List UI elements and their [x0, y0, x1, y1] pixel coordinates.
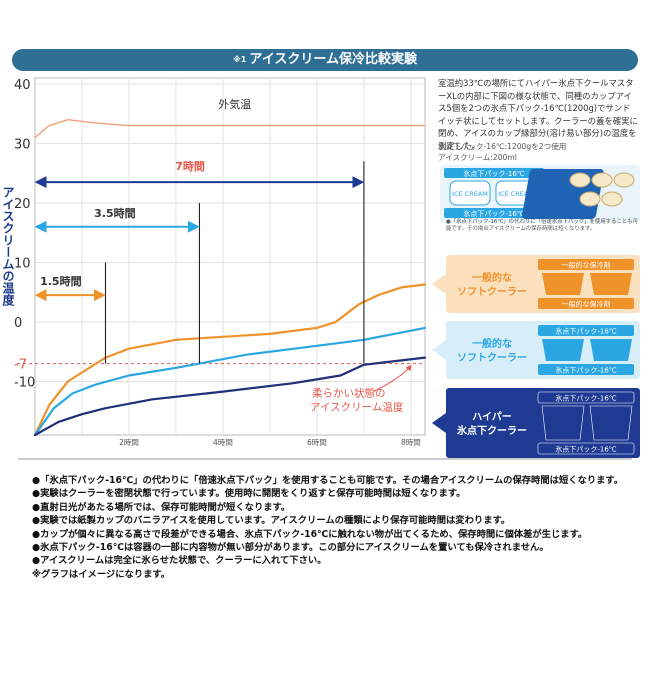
title-bar: ※1 アイスクリーム保冷比較実験	[12, 49, 638, 71]
legend-pack-label: 氷点下パック-16℃	[555, 366, 616, 375]
title-note-mark: ※1	[233, 55, 247, 64]
notes-list: ●「氷点下パック-16℃」の代わりに「倍速氷点下パック」を使用することも可能です…	[32, 474, 642, 581]
experiment-description: 室温約33℃の場所にてハイパー氷点下クールマスターXLの内部に下図の様な状態で、…	[438, 78, 638, 151]
legend-label: 氷点下クーラー	[456, 424, 527, 437]
ice-cream-top-icon	[591, 172, 613, 188]
setup-small-note: ●「氷点下パック-16℃」の代わりに「倍速氷点下パック」を使用することも可能です…	[446, 219, 639, 233]
soft-state-label: 柔らかい状態の	[312, 387, 386, 400]
ice-cream-top-icon	[579, 191, 601, 207]
legend-pack-bar	[538, 325, 634, 336]
legend-cup-icon	[542, 339, 584, 361]
y-tick-label: 30	[14, 137, 31, 152]
legend-cup-icon	[542, 273, 584, 295]
y-tick-label: 40	[14, 78, 31, 93]
legend-cup-icon	[590, 339, 632, 361]
legend-pack-label: 氷点下パック-16℃	[555, 445, 616, 454]
plot-frame	[34, 77, 426, 436]
spec-line-ice: アイスクリーム:200ml	[438, 152, 517, 162]
series-line	[33, 356, 427, 437]
setup-pack-label: 氷点下パック-16℃	[463, 209, 524, 218]
legend-cup-icon	[590, 273, 632, 295]
setup-pack-top	[444, 168, 544, 178]
legend-card	[446, 388, 640, 458]
y-tick-label: 0	[14, 316, 22, 331]
note-item: ●氷点下パック-16℃は容器の一部に内容物が無い部分があります。この部分にアイス…	[32, 542, 549, 554]
legend-pointer	[432, 340, 446, 360]
legend-label: 一般的な	[472, 337, 512, 350]
x-tick-label: 8時間	[401, 438, 421, 447]
series-line	[33, 326, 427, 437]
soft-state-arrow	[373, 364, 412, 393]
legend-label: ハイパー	[472, 411, 512, 423]
legend-pack-bar	[538, 364, 634, 375]
legend-pack-label: 氷点下パック-16℃	[555, 394, 616, 403]
legend-pack-bar	[537, 442, 635, 455]
soft-state-label: アイスクリーム温度	[310, 401, 404, 414]
spec-line-pack: 氷点下パック-16℃:1200gを2つ使用	[438, 142, 567, 151]
experiment-spec: 氷点下パック-16℃:1200gを2つ使用 アイスクリーム:200ml	[438, 142, 638, 163]
ice-cream-top-icon	[613, 172, 635, 188]
setup-pack-bottom	[444, 208, 544, 218]
legend-pack-label: 一般的な保冷剤	[562, 300, 611, 309]
legend-label: 一般的な	[472, 271, 512, 284]
ice-cream-top-icon	[569, 172, 591, 188]
ice-cream-top-icon	[601, 191, 623, 207]
legend-pointer	[432, 274, 446, 294]
x-tick-label: 6時間	[307, 438, 327, 447]
page-title: アイスクリーム保冷比較実験	[249, 52, 417, 67]
legend-cup-icon	[541, 405, 585, 441]
note-item: ●カップが個々に異なる高さで段差ができる場合、氷点下パック-16℃に触れない物が…	[32, 528, 588, 540]
arrow-label-7h: 7時間	[175, 159, 205, 173]
setup-pack-label: 氷点下パック-16℃	[463, 169, 524, 178]
note-item: ●実験では紙製カップのバニラアイスを使用しています。アイスクリームの種類により保…	[32, 515, 511, 527]
ice-cream-label: ICE CREAM	[452, 190, 488, 198]
note-item: ●「氷点下パック-16℃」の代わりに「倍速氷点下パック」を使用することも可能です…	[32, 475, 624, 486]
legend-pack-label: 一般的な保冷剤	[562, 261, 611, 270]
arrow-label-1-5h: 1.5時間	[40, 274, 82, 288]
legend-label: ソフトクーラー	[457, 286, 527, 298]
note-item: ●直射日光があたる場所では、保存可能時間が短くなります。	[32, 501, 291, 513]
series-line	[34, 119, 426, 139]
y-axis-label: アイスクリームの温度	[1, 186, 15, 306]
legend-pack-bar	[538, 259, 634, 270]
legend-pack-bar	[538, 298, 634, 309]
x-tick-label: 4時間	[213, 438, 233, 447]
series-line	[33, 283, 427, 437]
ice-cream-label: ICE CREAM	[498, 190, 534, 198]
legend-pointer	[432, 413, 446, 433]
x-tick-label: 2時間	[119, 438, 139, 447]
legend-pack-label: 氷点下パック-16℃	[555, 327, 616, 336]
note-item: ●アイスクリームは完全に氷らせた状態で、クーラーに入れて下さい。	[32, 555, 327, 567]
y-tick-label: 20	[14, 197, 31, 212]
ice-cream-cup-icon	[449, 180, 491, 206]
note-item: ※グラフはイメージになります。	[32, 568, 171, 580]
legend-label: ソフトクーラー	[457, 352, 527, 364]
threshold-tick-label: -7	[14, 358, 27, 373]
arrow-label-3-5h: 3.5時間	[94, 206, 136, 220]
note-item: ●実験はクーラーを密閉状態で行っています。使用時に開閉をくり返すと保存可能時間は…	[32, 488, 466, 500]
outside-temp-label: 外気温	[218, 97, 251, 111]
y-tick-label: 10	[14, 256, 31, 271]
legend-cup-icon	[589, 405, 633, 441]
legend-pack-bar	[537, 391, 635, 404]
y-tick-label: -10	[14, 375, 35, 390]
